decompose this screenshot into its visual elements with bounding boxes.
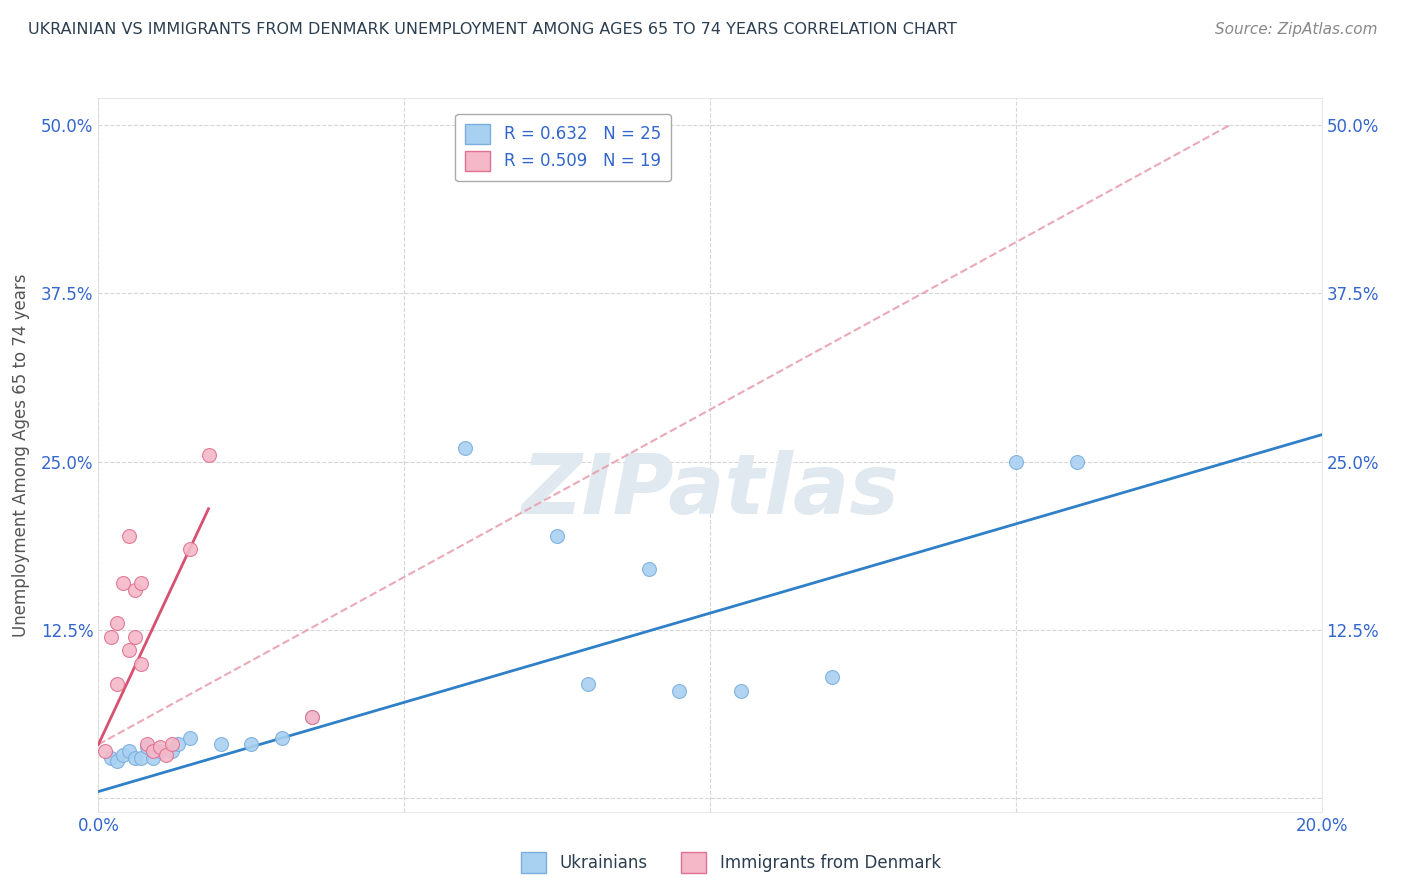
- Point: [149, 740, 172, 755]
- Point: [100, 751, 122, 765]
- Point: [118, 529, 141, 543]
- Point: [576, 677, 599, 691]
- Point: [668, 683, 690, 698]
- Point: [111, 748, 134, 763]
- Point: [155, 748, 177, 763]
- Point: [240, 738, 263, 752]
- Point: [111, 575, 134, 590]
- Point: [209, 738, 232, 752]
- Point: [160, 744, 183, 758]
- Point: [142, 744, 165, 758]
- Point: [454, 441, 477, 455]
- Point: [149, 744, 172, 758]
- Point: [105, 754, 128, 768]
- Point: [301, 710, 323, 724]
- Point: [1004, 455, 1026, 469]
- Point: [179, 542, 201, 557]
- Point: [730, 683, 752, 698]
- Point: [93, 744, 115, 758]
- Point: [167, 738, 190, 752]
- Text: UKRAINIAN VS IMMIGRANTS FROM DENMARK UNEMPLOYMENT AMONG AGES 65 TO 74 YEARS CORR: UKRAINIAN VS IMMIGRANTS FROM DENMARK UNE…: [28, 22, 957, 37]
- Y-axis label: Unemployment Among Ages 65 to 74 years: Unemployment Among Ages 65 to 74 years: [11, 273, 30, 637]
- Point: [118, 643, 141, 657]
- Point: [197, 448, 219, 462]
- Point: [546, 529, 568, 543]
- Point: [637, 562, 661, 576]
- Point: [136, 738, 159, 752]
- Point: [129, 751, 152, 765]
- Point: [270, 731, 292, 745]
- Point: [1066, 455, 1088, 469]
- Point: [129, 575, 152, 590]
- Point: [136, 740, 159, 755]
- Text: Source: ZipAtlas.com: Source: ZipAtlas.com: [1215, 22, 1378, 37]
- Point: [179, 731, 201, 745]
- Point: [142, 751, 165, 765]
- Point: [821, 670, 844, 684]
- Text: ZIPatlas: ZIPatlas: [522, 450, 898, 531]
- Point: [160, 738, 183, 752]
- Point: [118, 744, 141, 758]
- Point: [124, 630, 146, 644]
- Point: [105, 677, 128, 691]
- Point: [124, 751, 146, 765]
- Point: [301, 710, 323, 724]
- Legend: Ukrainians, Immigrants from Denmark: Ukrainians, Immigrants from Denmark: [515, 846, 948, 880]
- Point: [129, 657, 152, 671]
- Point: [105, 616, 128, 631]
- Point: [100, 630, 122, 644]
- Legend: R = 0.632   N = 25, R = 0.509   N = 19: R = 0.632 N = 25, R = 0.509 N = 19: [456, 113, 671, 181]
- Point: [124, 582, 146, 597]
